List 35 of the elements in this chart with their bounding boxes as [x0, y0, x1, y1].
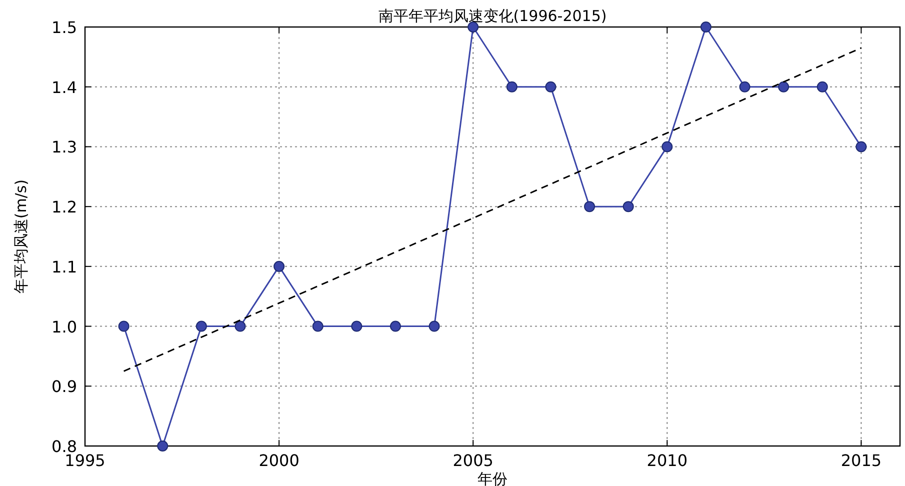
point	[390, 320, 401, 332]
point	[662, 141, 673, 152]
point	[739, 81, 750, 92]
point	[274, 260, 285, 272]
point	[428, 320, 440, 332]
point	[816, 81, 828, 92]
point	[700, 22, 712, 32]
point	[196, 320, 207, 332]
point	[468, 22, 479, 32]
x-tick-label: 2015	[840, 451, 882, 470]
point	[584, 201, 596, 212]
point	[506, 81, 518, 92]
y-axis-title: 年平均风速(m/s)	[12, 179, 30, 294]
point	[157, 440, 168, 452]
y-tick-label: 1.4	[52, 78, 77, 97]
point	[778, 81, 790, 92]
y-tick-label: 1.5	[52, 18, 77, 37]
point	[622, 201, 634, 212]
point	[312, 320, 324, 332]
x-tick-label: 2000	[258, 451, 300, 470]
point	[545, 81, 556, 92]
point	[234, 320, 246, 332]
y-tick-label: 1.0	[52, 317, 77, 336]
x-tick-label: 1995	[64, 451, 106, 470]
y-tick-label: 0.9	[52, 377, 77, 396]
y-tick-label: 1.2	[52, 198, 77, 217]
x-tick-label: 2005	[452, 451, 494, 470]
x-axis-title: 年份	[478, 470, 508, 486]
y-tick-label: 1.1	[52, 257, 77, 276]
y-tick-label: 1.3	[52, 138, 77, 157]
point	[351, 320, 362, 332]
chart-title: 南平年平均风速变化(1996-2015)	[378, 7, 607, 25]
point	[118, 320, 130, 332]
x-tick-label: 2010	[646, 451, 688, 470]
point	[856, 141, 867, 152]
